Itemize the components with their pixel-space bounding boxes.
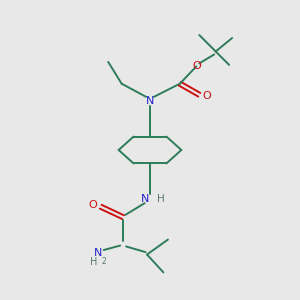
Text: O: O — [192, 61, 201, 71]
Text: O: O — [202, 91, 211, 101]
Text: H: H — [90, 257, 97, 267]
Text: N: N — [94, 248, 102, 258]
Text: H: H — [157, 194, 164, 204]
Text: O: O — [88, 200, 97, 210]
Text: N: N — [146, 96, 154, 106]
Text: N: N — [140, 194, 149, 204]
Text: 2: 2 — [101, 257, 106, 266]
